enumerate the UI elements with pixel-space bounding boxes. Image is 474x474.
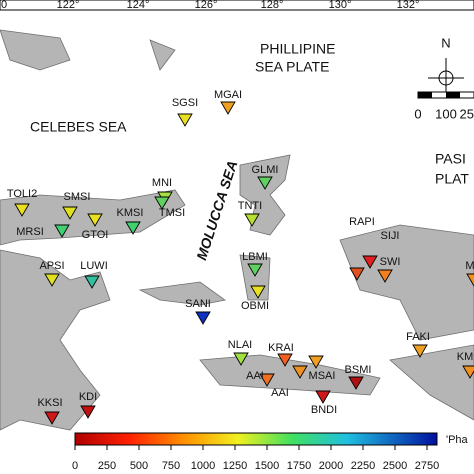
graticule-label: 130° xyxy=(329,0,352,11)
station-marker xyxy=(277,353,293,367)
colorbar-tick-label: 1750 xyxy=(287,460,311,472)
station-marker xyxy=(233,352,249,366)
colorbar-tick-label: 250 xyxy=(98,460,116,472)
station-label: GTOI xyxy=(82,229,109,241)
station-marker xyxy=(220,101,236,115)
station-marker xyxy=(259,373,275,387)
scale-label: 25 xyxy=(460,106,474,121)
colorbar-tick-label: 1250 xyxy=(223,460,247,472)
station-marker xyxy=(257,176,273,190)
frame-top xyxy=(0,0,474,11)
station-label: APSI xyxy=(39,260,64,272)
station-label: OBMI xyxy=(241,300,269,312)
station-label: MRSI xyxy=(16,226,44,238)
station-label: TNTI xyxy=(238,200,262,212)
station-marker xyxy=(247,263,263,277)
region-label: MOLUCCA SEA xyxy=(193,158,240,262)
station-label: MGAI xyxy=(214,89,242,101)
region-label: PHILLIPINE xyxy=(260,41,335,57)
station-label: LUWI xyxy=(80,260,108,272)
station-label: SANI xyxy=(185,298,211,310)
colorbar-label: 'Pha xyxy=(446,434,469,446)
scale-label: 100 xyxy=(435,106,457,121)
station-label: KM xyxy=(457,351,474,363)
station-marker xyxy=(362,255,378,269)
graticule-label: 124° xyxy=(127,0,150,11)
colorbar-tick-label: 1500 xyxy=(255,460,279,472)
region-label: PLAT xyxy=(435,171,469,187)
station-marker xyxy=(80,405,96,419)
compass xyxy=(428,58,464,98)
north-label: N xyxy=(441,35,450,50)
region-label: PASI xyxy=(435,151,466,167)
station-label: SMSI xyxy=(64,191,91,203)
station-marker xyxy=(412,344,428,358)
station-marker xyxy=(349,267,365,281)
station-marker xyxy=(87,213,103,227)
station-marker xyxy=(308,355,324,369)
station-marker xyxy=(54,224,70,238)
station-label: AAI xyxy=(271,387,289,399)
colorbar xyxy=(74,432,438,446)
graticule-label: 122° xyxy=(57,0,80,11)
station-marker xyxy=(44,411,60,425)
colorbar-tick-label: 2000 xyxy=(319,460,343,472)
land xyxy=(0,29,474,431)
station-label: MNI xyxy=(152,177,172,189)
colorbar-tick-label: 2750 xyxy=(415,460,439,472)
station-label: SWI xyxy=(380,256,401,268)
station-label: GLMI xyxy=(252,164,279,176)
station-label: NLAI xyxy=(228,339,252,351)
station-marker xyxy=(62,206,78,220)
colorbar-tick-label: 2500 xyxy=(383,460,407,472)
station-label: BNDI xyxy=(311,404,337,416)
colorbar-tick-label: 0 xyxy=(72,460,78,472)
station-label: LBMI xyxy=(242,251,268,263)
station-marker xyxy=(377,269,393,283)
station-label: TMSI xyxy=(159,207,185,219)
station-label: KDI xyxy=(79,391,97,403)
station-marker xyxy=(315,390,331,404)
graticule-label: 132° xyxy=(397,0,420,11)
colorbar-tick-label: 750 xyxy=(162,460,180,472)
graticule-label: 0 xyxy=(1,0,7,11)
station-label: KKSI xyxy=(37,397,62,409)
station-marker xyxy=(348,376,364,390)
station-label: BSMI xyxy=(345,364,372,376)
station-marker xyxy=(177,113,193,127)
station-label: SIJI xyxy=(381,230,400,242)
graticule-label: 126° xyxy=(195,0,218,11)
graticule-label: 128° xyxy=(261,0,284,11)
scale-label: 0 xyxy=(414,106,421,121)
station-label: FAKI xyxy=(406,331,430,343)
station-marker xyxy=(44,273,60,287)
station-marker xyxy=(466,273,474,287)
station-marker xyxy=(195,311,211,325)
colorbar-tick-label: 2250 xyxy=(351,460,375,472)
station-label: RAPI xyxy=(349,216,375,228)
station-marker xyxy=(244,213,260,227)
station-marker xyxy=(250,285,266,299)
station-label: AAI xyxy=(246,370,264,382)
station-label: KRAI xyxy=(268,342,294,354)
region-label: SEA PLATE xyxy=(255,59,329,75)
station-marker xyxy=(154,196,170,210)
station-label: KMSI xyxy=(117,207,144,219)
station-marker xyxy=(14,203,30,217)
colorbar-tick-label: 1000 xyxy=(191,460,215,472)
station-label: M xyxy=(465,260,474,272)
station-label: TOLI2 xyxy=(7,188,37,200)
colorbar-tick-label: 500 xyxy=(130,460,148,472)
station-marker xyxy=(84,275,100,289)
station-marker xyxy=(125,221,141,235)
region-label: CELEBES SEA xyxy=(30,119,127,135)
station-label: MSAI xyxy=(309,370,336,382)
station-label: SGSI xyxy=(172,97,198,109)
station-marker xyxy=(292,365,308,379)
scale-bar xyxy=(417,91,474,99)
